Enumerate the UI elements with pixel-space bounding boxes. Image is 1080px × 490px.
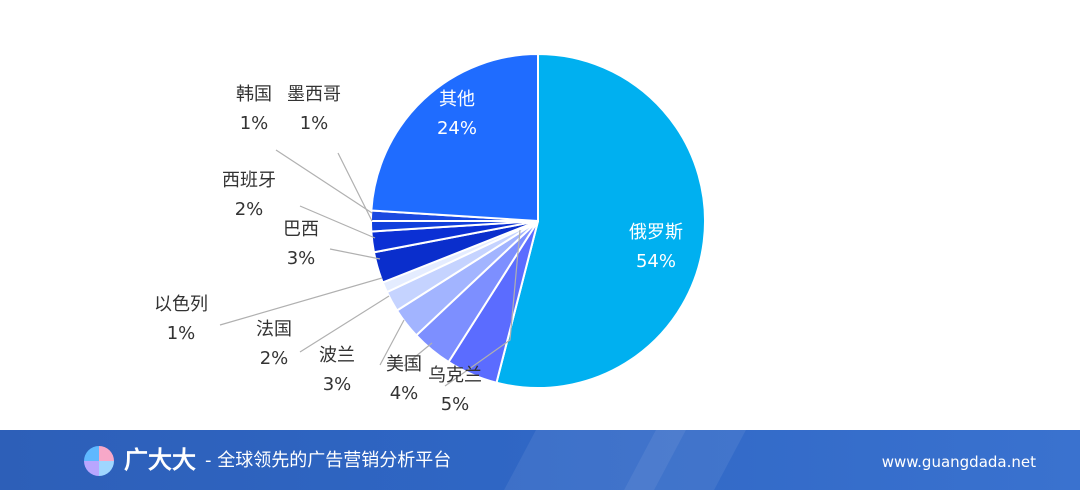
guangdada-logo-icon — [84, 446, 114, 476]
slice-label-value: 1% — [300, 113, 329, 134]
slice-label-value: 3% — [287, 248, 316, 269]
slice-label-name: 俄罗斯 — [629, 222, 683, 243]
slice-label-value: 5% — [441, 394, 470, 415]
leader-line — [337, 152, 373, 222]
slice-label-name: 韩国 — [236, 84, 272, 105]
leader-line — [403, 342, 433, 367]
leader-line — [275, 149, 373, 214]
slice-label-value: 24% — [437, 118, 477, 139]
slice-label-value: 3% — [323, 374, 352, 395]
slice-label-name: 墨西哥 — [287, 84, 341, 105]
slice-label-name: 以色列 — [154, 294, 208, 315]
slice-label-value: 1% — [167, 323, 196, 344]
pie-chart: 俄罗斯 54% 乌克兰 5% 美国 4% 波兰 3% 法国 2% 以色列 1% 巴西 3% 西班牙 2% 墨西哥… — [154, 52, 706, 415]
slice-label-name: 西班牙 — [222, 170, 276, 191]
slice-label-name: 波兰 — [319, 345, 355, 366]
slice-label-value: 1% — [240, 113, 269, 134]
leader-line — [444, 229, 521, 387]
pie-slice — [495, 52, 706, 389]
leader-line — [329, 248, 381, 260]
leader-line — [379, 319, 405, 366]
brand-name: 广大大 — [124, 446, 196, 474]
leader-line — [219, 277, 383, 326]
slice-label-name: 美国 — [386, 354, 422, 375]
slice-label-name: 乌克兰 — [428, 365, 482, 386]
slice-label-value: 2% — [260, 348, 289, 369]
slice-label-name: 法国 — [256, 319, 292, 340]
brand-slogan: - 全球领先的广告营销分析平台 — [205, 450, 452, 471]
website-link[interactable]: www.guangdada.net — [881, 453, 1036, 471]
pie-slice — [370, 52, 539, 223]
leader-line — [299, 205, 376, 239]
slice-label-name: 巴西 — [283, 219, 319, 240]
slice-labels: 俄罗斯 54% 乌克兰 5% 美国 4% 波兰 3% 法国 2% 以色列 1% 巴西 3% 西班牙 2% 墨西哥… — [154, 84, 683, 415]
leader-lines — [219, 149, 521, 387]
slice-label-value: 54% — [636, 251, 676, 272]
slice-label-value: 2% — [235, 199, 264, 220]
slice-label-value: 4% — [390, 383, 419, 404]
pie-slices — [369, 52, 706, 389]
slice-label-name: 其他 — [439, 89, 475, 110]
footer-banner: 广大大 - 全球领先的广告营销分析平台 www.guangdada.net — [0, 430, 1080, 490]
leader-line — [299, 295, 390, 353]
